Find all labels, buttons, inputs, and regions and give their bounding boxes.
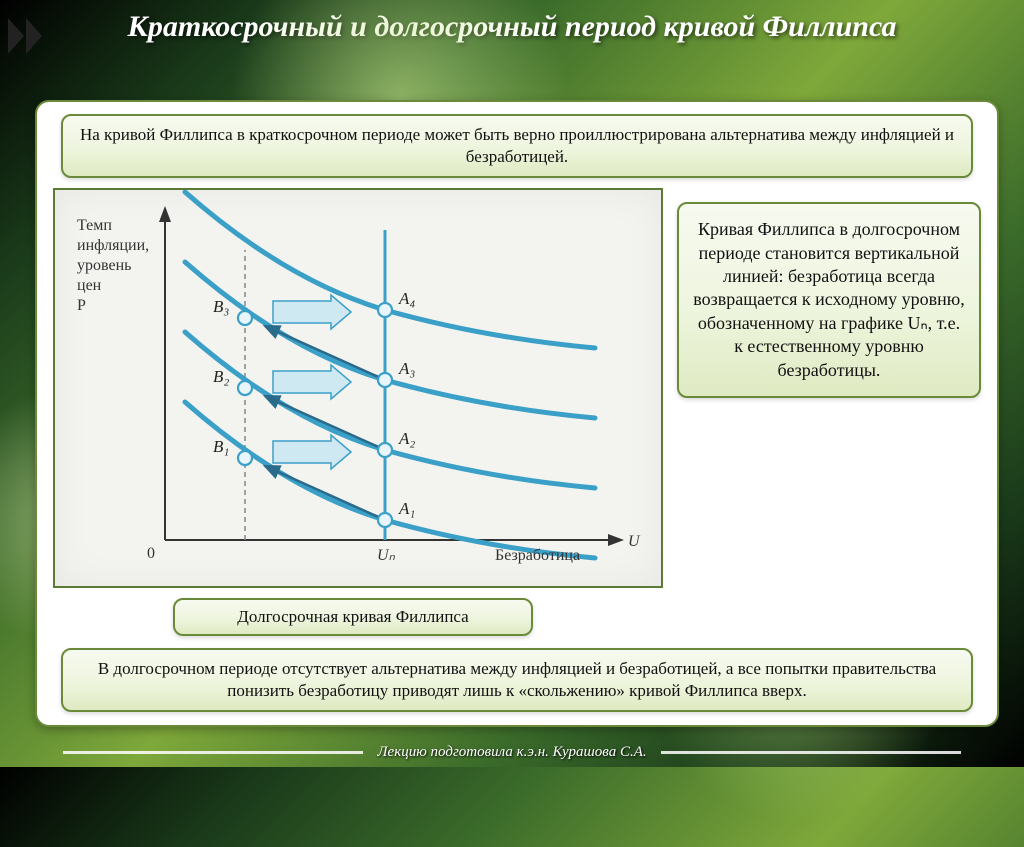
- svg-text:Темп: Темп: [77, 217, 112, 234]
- slide-arrow-decoration: [8, 18, 42, 54]
- svg-text:цен: цен: [77, 277, 102, 294]
- svg-text:уровень: уровень: [77, 257, 131, 274]
- svg-text:A₂: A₂: [398, 429, 415, 448]
- svg-text:B₂: B₂: [213, 367, 229, 386]
- footer-bar: [661, 751, 961, 754]
- side-description-box: Кривая Филлипса в долгосрочном периоде с…: [677, 202, 981, 398]
- middle-row: A₁ A₂ A₃ A₄ B₁ B₂ B₃ Темп инфляции, уровень цен P 0 U…: [53, 188, 981, 636]
- side-column: Кривая Филлипса в долгосрочном периоде с…: [677, 188, 981, 398]
- svg-text:U: U: [628, 533, 641, 550]
- svg-text:A₁: A₁: [398, 499, 415, 518]
- svg-text:0: 0: [147, 545, 155, 562]
- top-description-box: На кривой Филлипса в краткосрочном перио…: [61, 114, 973, 178]
- footer-bar: [63, 751, 363, 754]
- bottom-description-box: В долгосрочном периоде отсутствует альте…: [61, 648, 973, 712]
- slide-title: Краткосрочный и долгосрочный период крив…: [0, 0, 1024, 52]
- svg-text:A₃: A₃: [398, 359, 415, 378]
- svg-text:инфляции,: инфляции,: [77, 237, 149, 254]
- svg-text:B₁: B₁: [213, 437, 229, 456]
- chart-caption-box: Долгосрочная кривая Филлипса: [173, 598, 533, 636]
- chart-svg: A₁ A₂ A₃ A₄ B₁ B₂ B₃ Темп инфляции, уровень цен P 0 U…: [55, 190, 665, 590]
- svg-text:Безработица: Безработица: [495, 547, 580, 564]
- footer: Лекцию подготовила к.э.н. Курашова С.А.: [0, 744, 1024, 761]
- chart-column: A₁ A₂ A₃ A₄ B₁ B₂ B₃ Темп инфляции, уровень цен P 0 U…: [53, 188, 663, 636]
- content-panel: На кривой Филлипса в краткосрочном перио…: [35, 100, 999, 727]
- svg-text:B₃: B₃: [213, 297, 229, 316]
- footer-text: Лекцию подготовила к.э.н. Курашова С.А.: [377, 744, 646, 761]
- svg-text:Uₙ: Uₙ: [377, 547, 396, 564]
- svg-text:P: P: [77, 297, 86, 314]
- svg-text:A₄: A₄: [398, 289, 415, 308]
- phillips-curve-chart: A₁ A₂ A₃ A₄ B₁ B₂ B₃ Темп инфляции, уровень цен P 0 U…: [53, 188, 663, 588]
